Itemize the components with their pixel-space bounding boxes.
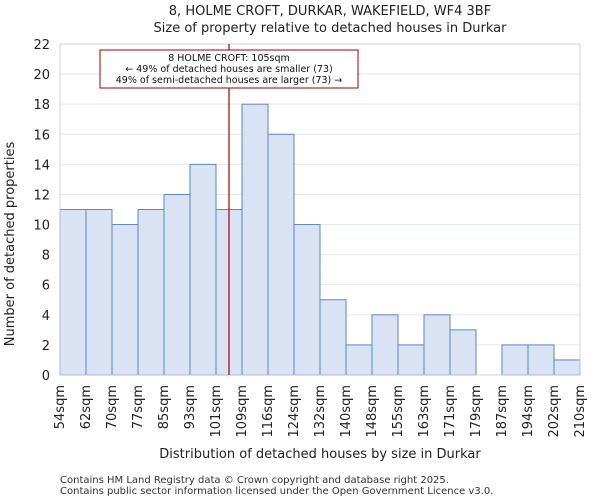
bar	[241, 103, 269, 376]
x-tick-label: 85sqm	[157, 385, 172, 429]
y-tick-label: 8	[42, 249, 50, 264]
bar	[371, 314, 399, 376]
plot-frame	[59, 43, 581, 376]
y-tick-label: 20	[33, 68, 50, 83]
x-tick-label: 124sqm	[287, 385, 302, 438]
x-tick-label: 109sqm	[235, 385, 250, 438]
y-axis-label: Number of detached properties	[3, 142, 18, 347]
y-tick-label: 4	[42, 309, 50, 324]
bars	[59, 103, 581, 376]
x-tick-label: 194sqm	[521, 385, 536, 438]
bar	[423, 314, 451, 376]
x-tick-label: 155sqm	[391, 385, 406, 438]
bar	[189, 163, 217, 376]
x-tick-label: 77sqm	[131, 385, 146, 429]
y-tick-label: 10	[33, 219, 50, 234]
bar	[85, 209, 113, 376]
bar	[319, 299, 347, 376]
x-tick-label: 93sqm	[183, 385, 198, 429]
bar	[267, 133, 295, 376]
x-tick-label: 179sqm	[469, 385, 484, 438]
bar	[527, 344, 555, 376]
y-tick-label: 18	[33, 98, 50, 113]
x-tick-label: 101sqm	[209, 385, 224, 438]
bar	[111, 224, 139, 376]
x-tick-label: 140sqm	[339, 385, 354, 438]
x-axis-label: Distribution of detached houses by size …	[159, 447, 481, 462]
footer-line-1: Contains HM Land Registry data © Crown c…	[60, 475, 449, 486]
annotation-line-1: 8 HOLME CROFT: 105sqm	[168, 53, 290, 64]
annotation-line-2: ← 49% of detached houses are smaller (73…	[125, 64, 332, 75]
bar	[553, 359, 581, 376]
annotation-box: 8 HOLME CROFT: 105sqm ← 49% of detached …	[99, 49, 359, 89]
x-tick-label: 202sqm	[547, 385, 562, 438]
x-axis-ticks: 54sqm 62sqm 70sqm 77sqm 85sqm 93sqm 101sqm 109s…	[53, 385, 588, 438]
y-tick-label: 2	[42, 339, 50, 354]
chart-subtitle: Size of property relative to detached ho…	[154, 21, 508, 36]
x-tick-label: 148sqm	[365, 385, 380, 438]
footer-line-2: Contains public sector information licen…	[60, 486, 493, 497]
bar	[501, 344, 529, 376]
x-tick-label: 62sqm	[79, 385, 94, 429]
bar	[137, 209, 165, 376]
bar	[59, 209, 87, 376]
x-tick-label: 163sqm	[417, 385, 432, 438]
bar	[163, 193, 191, 376]
annotation-frame	[99, 49, 359, 89]
y-axis-ticks: 0 2 4 6 8 10 12 14 16 18 20 22	[33, 38, 50, 384]
bar	[293, 224, 321, 376]
y-tick-label: 22	[33, 38, 50, 53]
bar	[345, 344, 373, 376]
y-tick-label: 16	[33, 128, 50, 143]
x-tick-label: 116sqm	[261, 385, 276, 438]
x-tick-label: 54sqm	[53, 385, 68, 429]
annotation-line-3: 49% of semi-detached houses are larger (…	[116, 75, 343, 86]
bar	[449, 329, 477, 376]
x-tick-label: 187sqm	[495, 385, 510, 438]
y-tick-label: 12	[33, 188, 50, 203]
x-tick-label: 70sqm	[105, 385, 120, 429]
y-tick-label: 0	[42, 369, 50, 384]
y-tick-label: 14	[33, 158, 50, 173]
x-tick-label: 171sqm	[443, 385, 458, 438]
x-tick-label: 132sqm	[313, 385, 328, 438]
bar	[397, 344, 425, 376]
x-tick-label: 210sqm	[573, 385, 588, 438]
chart-title: 8, HOLME CROFT, DURKAR, WAKEFIELD, WF4 3…	[169, 4, 491, 19]
y-tick-label: 6	[42, 279, 50, 294]
